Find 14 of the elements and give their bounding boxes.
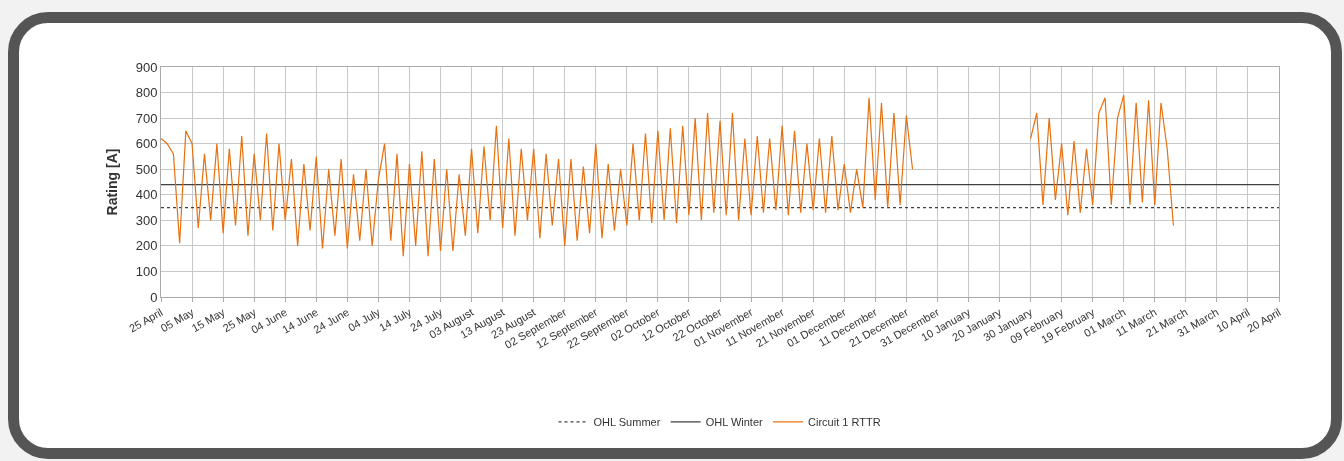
y-tick-label: 600 [135, 136, 158, 152]
y-tick-label: 100 [135, 263, 158, 279]
legend-label: Circuit 1 RTTR [808, 416, 881, 429]
legend-label: OHL Summer [593, 416, 661, 429]
y-tick-label: 400 [135, 187, 158, 203]
y-tick-label: 700 [135, 110, 158, 126]
y-axis-title: Rating [A] [104, 148, 121, 216]
y-tick-label: 200 [135, 238, 158, 254]
y-tick-label: 900 [135, 59, 158, 75]
legend-label: OHL Winter [705, 416, 764, 429]
y-tick-label: 500 [135, 161, 158, 177]
y-tick-label: 0 [150, 289, 158, 305]
y-tick-label: 800 [135, 85, 158, 101]
y-tick-label: 300 [135, 212, 158, 228]
